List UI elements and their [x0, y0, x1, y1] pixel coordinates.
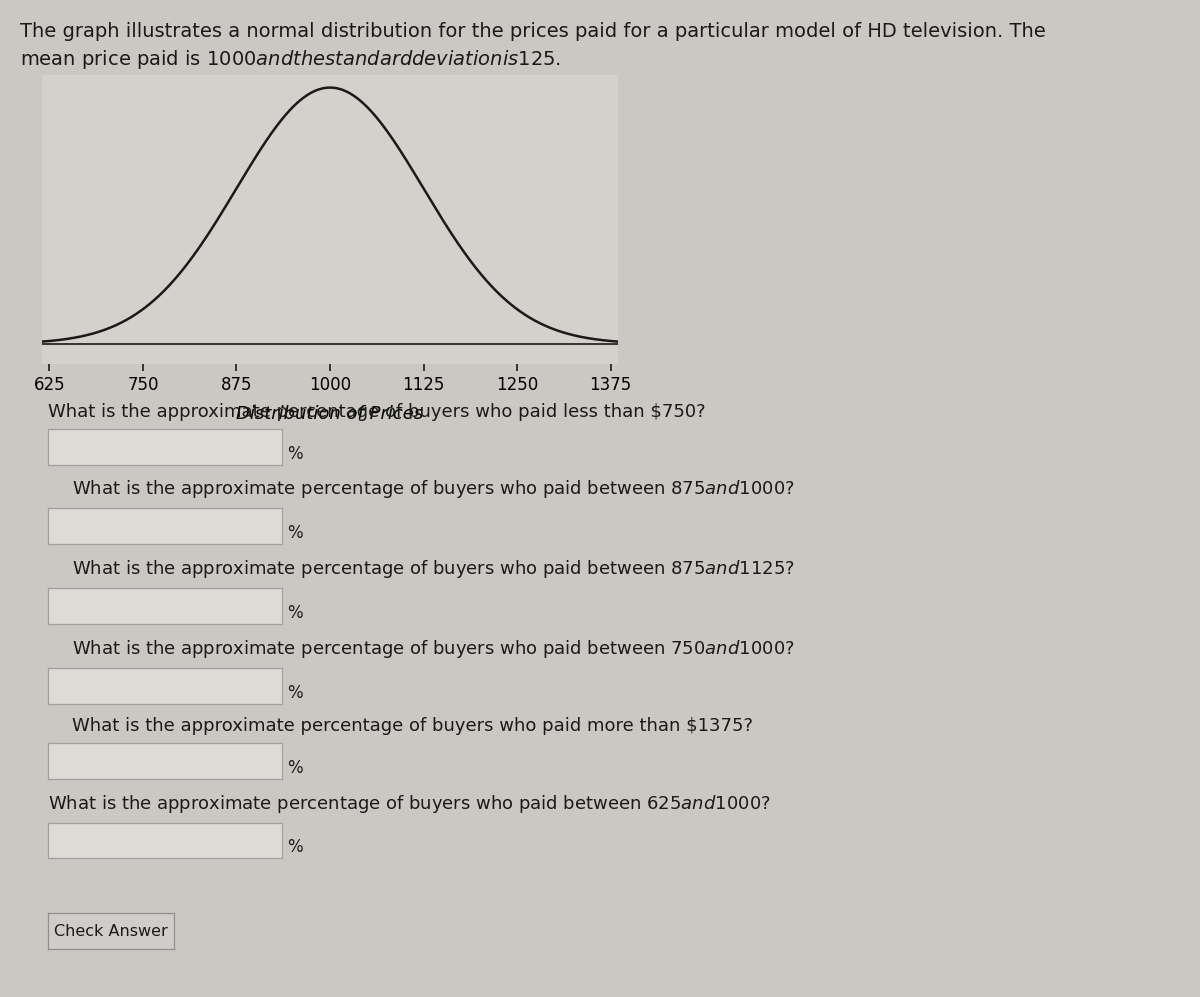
Text: What is the approximate percentage of buyers who paid between $875 and $1000?: What is the approximate percentage of bu…	[72, 479, 794, 500]
Text: mean price paid is $1000 and the standard deviation is $125.: mean price paid is $1000 and the standar…	[20, 48, 562, 71]
Text: What is the approximate percentage of buyers who paid more than $1375?: What is the approximate percentage of bu…	[72, 717, 754, 735]
Text: %: %	[287, 604, 302, 622]
Text: The graph illustrates a normal distribution for the prices paid for a particular: The graph illustrates a normal distribut…	[20, 22, 1046, 41]
Text: What is the approximate percentage of buyers who paid less than $750?: What is the approximate percentage of bu…	[48, 403, 706, 421]
Text: Check Answer: Check Answer	[54, 923, 168, 939]
Text: What is the approximate percentage of buyers who paid between $875 and $1125?: What is the approximate percentage of bu…	[72, 558, 794, 580]
Text: %: %	[287, 684, 302, 702]
Text: %: %	[287, 759, 302, 777]
X-axis label: Distribution of Prices: Distribution of Prices	[236, 405, 424, 423]
Text: %: %	[287, 524, 302, 542]
Text: %: %	[287, 445, 302, 463]
Text: What is the approximate percentage of buyers who paid between $625 and $1000?: What is the approximate percentage of bu…	[48, 793, 770, 815]
Text: %: %	[287, 838, 302, 856]
Text: What is the approximate percentage of buyers who paid between $750 and $1000?: What is the approximate percentage of bu…	[72, 638, 794, 660]
